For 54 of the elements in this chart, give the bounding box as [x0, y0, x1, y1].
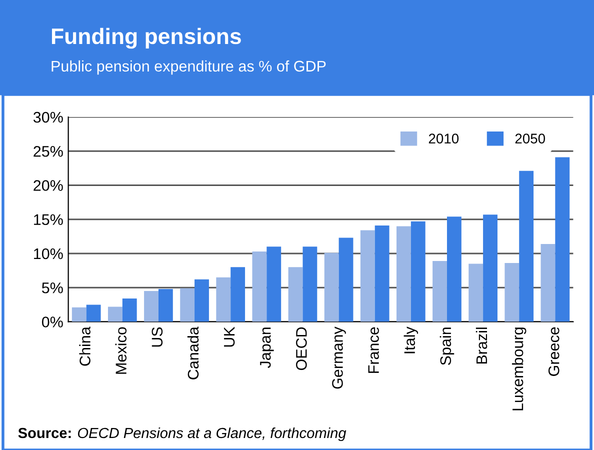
bar — [122, 298, 137, 322]
bar — [194, 279, 209, 322]
x-tick-label: Canada — [187, 326, 199, 380]
bar — [360, 230, 375, 322]
bar — [86, 304, 101, 322]
bar — [158, 288, 173, 322]
x-tick-label: US — [152, 327, 163, 347]
bar — [108, 306, 122, 322]
x-tick-label: Italy — [404, 326, 418, 354]
x-tick-label: Japan — [260, 328, 274, 368]
bar — [288, 267, 303, 322]
bar — [374, 226, 390, 322]
x-tick-label: China — [79, 326, 90, 366]
x-tick-label: Luxembourg — [512, 328, 526, 410]
bar — [302, 246, 318, 322]
x-tick-label: Germany — [332, 326, 346, 389]
y-tick-label: 10% — [34, 248, 63, 260]
x-tick-label: UK — [224, 326, 235, 347]
x-tick-label: Spain — [440, 328, 454, 365]
x-tick-label: Mexico — [115, 327, 127, 374]
y-tick-label: 30% — [33, 112, 63, 123]
bar — [504, 263, 520, 322]
legend-label: 2050 — [515, 134, 546, 144]
x-tick-label: Greece — [548, 327, 560, 376]
x-tick-label: France — [368, 327, 379, 373]
x-tick-label: Brazil — [476, 328, 488, 364]
bar — [338, 238, 354, 322]
bar — [230, 267, 246, 322]
bar — [252, 251, 267, 322]
bar — [432, 261, 447, 322]
legend-label: 2010 — [428, 134, 459, 144]
bar — [324, 252, 339, 322]
chart-title: Funding pensions — [52, 28, 241, 49]
bar — [483, 214, 498, 322]
y-tick-label: 15% — [34, 214, 63, 226]
bar — [540, 244, 556, 322]
y-tick-label: 20% — [34, 180, 63, 191]
y-tick-label: 0% — [42, 316, 63, 328]
bar — [266, 246, 282, 322]
bar — [180, 288, 195, 322]
bar — [216, 277, 231, 322]
source-note: Source: OECD Pensions at a Glance, forthcoming — [18, 427, 346, 442]
bar — [72, 307, 86, 322]
y-tick-label: 25% — [34, 146, 63, 157]
bar — [468, 264, 484, 322]
bar — [396, 226, 411, 322]
bar — [519, 170, 534, 322]
chart-subtitle: Public pension expenditure as % of GDP — [52, 60, 326, 75]
bar — [555, 157, 570, 322]
bar — [144, 291, 158, 322]
x-tick-label: OECD — [296, 327, 307, 370]
y-tick-label: 5% — [42, 282, 63, 294]
bar — [446, 216, 462, 322]
bar — [410, 221, 426, 322]
